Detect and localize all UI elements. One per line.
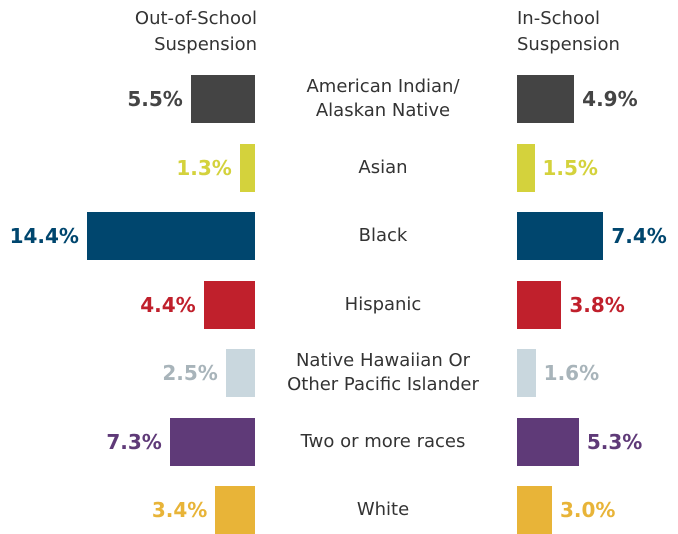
value-label: 5.3% bbox=[586, 429, 643, 454]
value-label: 4.4% bbox=[140, 292, 196, 317]
series-header: In-School Suspension bbox=[517, 8, 620, 55]
value-label: 3.8% bbox=[569, 292, 625, 317]
bar bbox=[86, 212, 255, 260]
bar bbox=[517, 417, 579, 466]
bar bbox=[169, 417, 255, 466]
bar bbox=[215, 486, 255, 534]
value-label: 4.9% bbox=[582, 87, 638, 111]
bar bbox=[517, 349, 536, 397]
category-label: Asian bbox=[358, 156, 408, 178]
bar bbox=[517, 280, 562, 329]
category-label: Hispanic bbox=[344, 293, 422, 315]
bar bbox=[239, 143, 255, 192]
category-label: American Indian/ Alaskan Native bbox=[306, 76, 460, 121]
value-label: 1.3% bbox=[176, 155, 232, 180]
category-label: Native Hawaiian Or Other Pacific Islande… bbox=[287, 350, 479, 395]
bar bbox=[225, 349, 255, 397]
bar bbox=[517, 75, 575, 123]
value-label: 3.4% bbox=[151, 498, 208, 522]
value-label: 5.5% bbox=[127, 87, 183, 111]
value-label: 1.5% bbox=[542, 155, 598, 180]
category-label: Two or more races bbox=[300, 430, 466, 452]
value-label: 14.4% bbox=[9, 224, 79, 248]
bar bbox=[203, 280, 255, 329]
bar bbox=[517, 212, 604, 260]
value-label: 7.4% bbox=[611, 224, 667, 248]
category-label: White bbox=[356, 499, 410, 520]
series-header: Out-of-School Suspension bbox=[134, 8, 257, 55]
bar bbox=[190, 75, 255, 123]
value-label: 2.5% bbox=[162, 361, 218, 385]
bar bbox=[517, 143, 535, 192]
category-label: Black bbox=[358, 225, 408, 246]
value-label: 1.6% bbox=[543, 361, 600, 385]
value-label: 3.0% bbox=[560, 498, 616, 522]
value-label: 7.3% bbox=[106, 429, 162, 454]
bar bbox=[517, 486, 552, 534]
